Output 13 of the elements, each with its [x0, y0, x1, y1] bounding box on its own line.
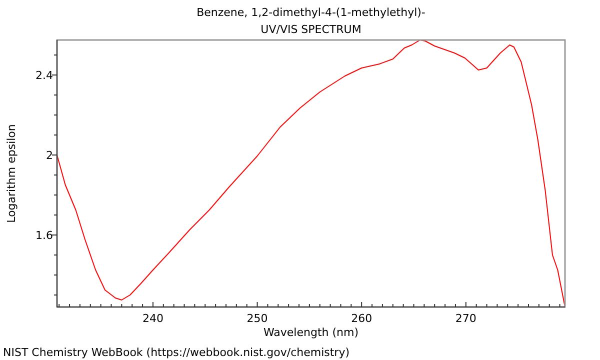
x-tick-label: 260	[351, 312, 372, 325]
x-tick-label: 270	[455, 312, 476, 325]
chart-subtitle: UV/VIS SPECTRUM	[260, 23, 362, 36]
x-axis-title: Wavelength (nm)	[263, 326, 359, 339]
y-tick-label: 1.6	[36, 229, 53, 242]
y-tick-label: 2.4	[36, 69, 53, 82]
text: NIST Chemistry WebBook (https://webbook.nist.gov/chemistry)	[3, 346, 350, 359]
y-axis-title: Logarithm epsilon	[5, 124, 18, 223]
x-tick-label: 250	[246, 312, 268, 325]
x-tick-label: 240	[142, 312, 164, 325]
y-tick-label: 2	[46, 149, 53, 162]
chart-title: Benzene, 1,2-dimethyl-4-(1-methylethyl)-	[196, 6, 426, 19]
line-series	[57, 40, 565, 308]
